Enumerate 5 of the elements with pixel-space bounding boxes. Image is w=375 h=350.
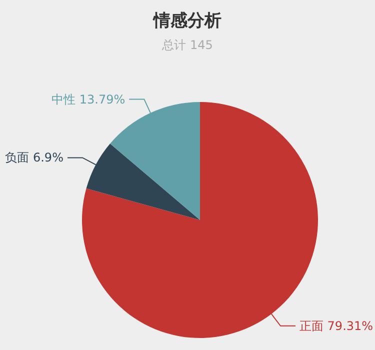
chart-subtitle: 总计 145 bbox=[161, 38, 213, 52]
slice-label: 正面 79.31% bbox=[299, 318, 374, 333]
chart-title: 情感分析 bbox=[152, 11, 222, 31]
slice-label: 中性 13.79% bbox=[52, 92, 126, 106]
slice-label: 负面 6.9% bbox=[5, 150, 64, 165]
